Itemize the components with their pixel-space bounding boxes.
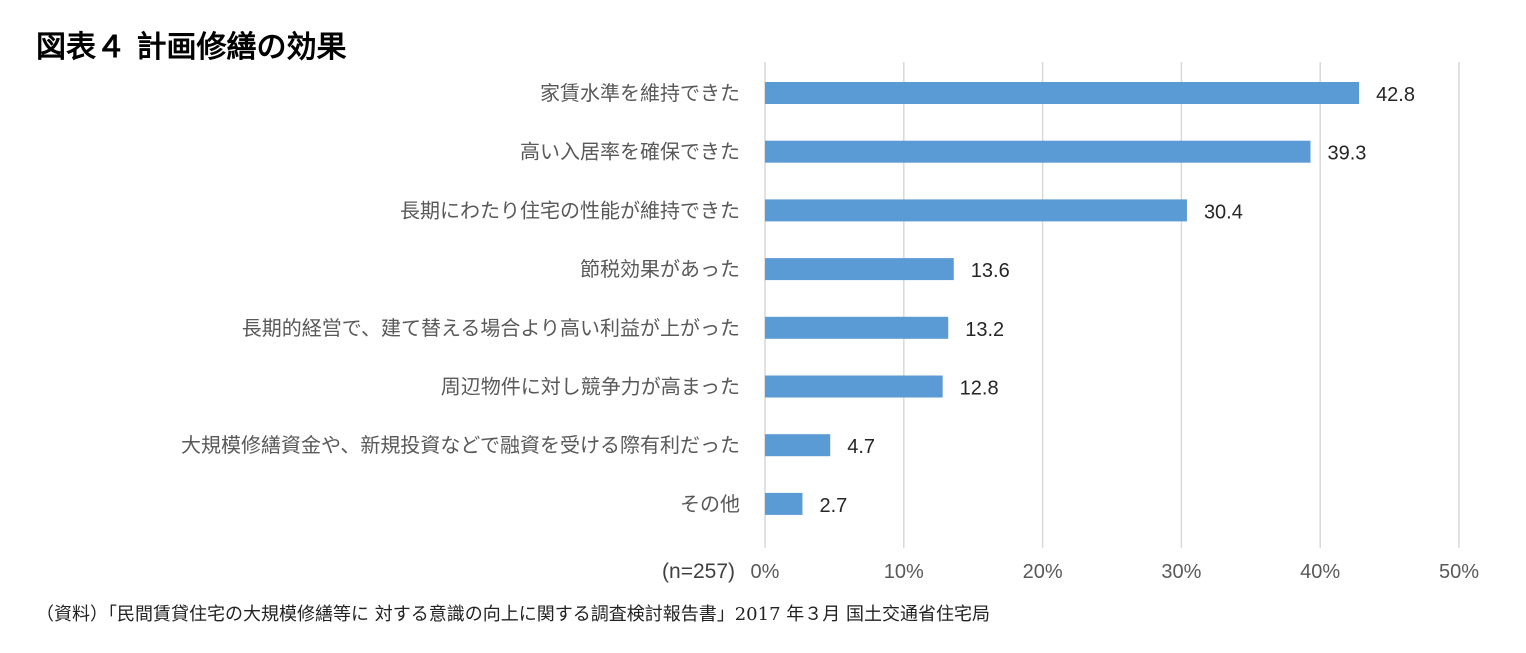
category-label: 節税効果があった [580, 257, 740, 281]
x-axis-ticks: 0% 10% 20% 30% 40% 50% [751, 561, 1480, 583]
x-tick-label: 20% [1023, 561, 1063, 583]
x-tick-label: 40% [1300, 561, 1340, 583]
gridlines [764, 62, 1460, 548]
chart-title: 図表４ 計画修繕の効果 [36, 30, 347, 65]
category-label: その他 [680, 492, 740, 516]
x-tick-label: 30% [1161, 561, 1201, 583]
data-label: 12.8 [960, 378, 999, 400]
sample-size-label: (n=257) [662, 560, 735, 583]
x-tick-label: 50% [1439, 561, 1479, 583]
bar-chart: 家賃水準を維持できた高い入居率を確保できた長期にわたり住宅の性能が維持できた節税… [181, 62, 1480, 583]
category-label: 大規模修繕資金や、新規投資などで融資を受ける際有利だった [181, 433, 740, 457]
data-label: 2.7 [819, 495, 847, 517]
category-labels: 家賃水準を維持できた高い入居率を確保できた長期にわたり住宅の性能が維持できた節税… [181, 81, 740, 516]
source-note: （資料）「民間賃貸住宅の大規模修繕等に 対する意識の向上に関する調査検討報告書」… [36, 604, 990, 625]
data-label: 4.7 [847, 436, 875, 458]
bars [765, 82, 1360, 515]
data-labels: 42.8 39.3 30.4 13.6 13.2 12.8 4.7 2.7 [819, 84, 1415, 517]
category-label: 高い入居率を確保できた [520, 140, 740, 164]
category-label: 長期的経営で、建て替える場合より高い利益が上がった [242, 316, 740, 340]
data-label: 13.2 [965, 319, 1004, 341]
bar [765, 316, 949, 339]
bar [765, 140, 1311, 163]
data-label: 42.8 [1376, 84, 1415, 106]
data-label: 13.6 [971, 260, 1010, 282]
x-tick-label: 0% [751, 561, 780, 583]
bar [765, 82, 1360, 104]
x-tick-label: 10% [884, 561, 924, 583]
data-label: 30.4 [1204, 201, 1243, 223]
category-label: 長期にわたり住宅の性能が維持できた [400, 198, 740, 222]
bar [765, 258, 954, 281]
bar [765, 375, 943, 398]
data-label: 39.3 [1327, 143, 1366, 165]
category-label: 家賃水準を維持できた [540, 81, 740, 105]
category-label: 周辺物件に対し競争力が高まった [441, 375, 740, 399]
bar [765, 199, 1187, 222]
bar [765, 434, 831, 457]
bar [765, 492, 803, 515]
